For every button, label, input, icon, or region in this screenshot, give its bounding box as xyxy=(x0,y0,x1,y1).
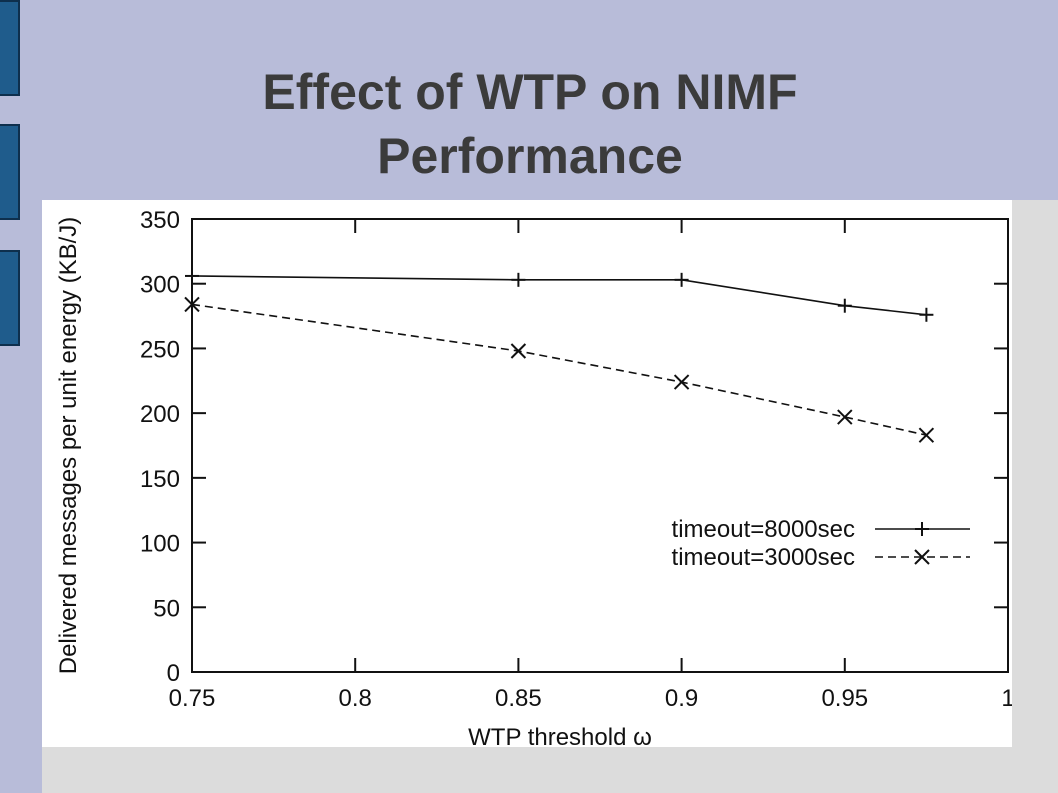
x-tick-label: 0.95 xyxy=(821,685,868,712)
decor-tab xyxy=(0,124,20,220)
plot-frame xyxy=(191,218,1009,673)
data-point-series-2 xyxy=(918,427,935,443)
legend-label-2: timeout=3000sec xyxy=(672,544,855,571)
slide-title-line2: Performance xyxy=(377,128,683,184)
data-point-series-2 xyxy=(673,374,690,390)
series-line-2 xyxy=(191,303,927,436)
decor-tab xyxy=(0,0,20,96)
chart-panel: 0 50 100 150 200 250 300 350 0.75 0.8 0.85 0.9 0.95 1… xyxy=(42,200,1012,747)
x-tick-label: 0.75 xyxy=(169,685,216,712)
y-tick-label: 150 xyxy=(140,466,180,493)
line-chart: 0 50 100 150 200 250 300 350 0.75 0.8 0.85 0.9 0.95 1… xyxy=(55,207,1012,747)
y-axis-label: Delivered messages per unit energy (KB/J… xyxy=(55,217,82,675)
y-tick-label: 200 xyxy=(140,401,180,428)
y-tick-label: 350 xyxy=(140,207,180,234)
legend-marker-2 xyxy=(914,549,930,565)
y-tick-label: 250 xyxy=(140,336,180,363)
slide-title: Effect of WTP on NIMF Performance xyxy=(120,60,940,188)
decor-tab xyxy=(0,250,20,346)
data-point-series-2 xyxy=(184,296,200,313)
y-tick-label: 100 xyxy=(140,531,180,558)
x-tick-label: 0.8 xyxy=(339,685,372,712)
series-line-1 xyxy=(191,275,927,316)
y-tick-label: 300 xyxy=(140,272,180,299)
legend-label-1: timeout=8000sec xyxy=(672,516,855,543)
data-point-series-2 xyxy=(510,343,527,359)
x-axis-label: WTP threshold ω xyxy=(468,724,652,747)
left-decor-strip xyxy=(0,0,42,793)
x-tick-label: 0.9 xyxy=(665,685,698,712)
y-tick-label: 0 xyxy=(167,660,180,687)
x-tick-label: 1 xyxy=(1001,685,1012,712)
y-tick-label: 50 xyxy=(153,595,180,622)
data-point-series-2 xyxy=(837,409,853,425)
slide-title-line1: Effect of WTP on NIMF xyxy=(262,64,798,120)
x-tick-label: 0.85 xyxy=(495,685,542,712)
